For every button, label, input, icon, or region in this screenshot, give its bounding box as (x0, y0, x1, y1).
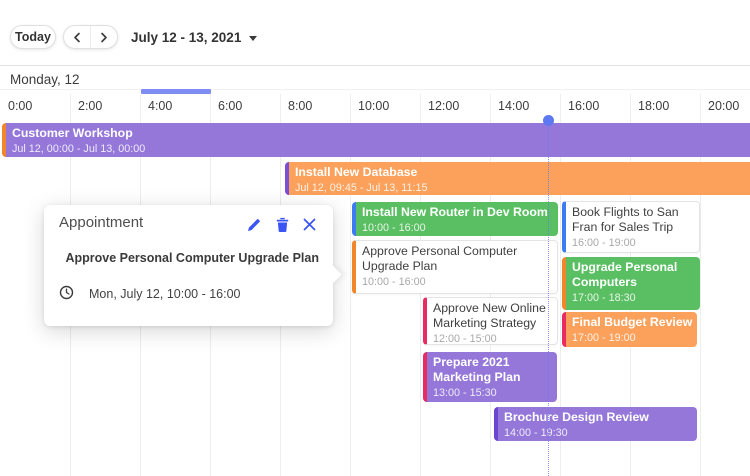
current-time-marker (543, 115, 554, 126)
time-axis: 0:00 2:00 4:00 6:00 8:00 10:00 12:00 14:00 16:00… (0, 89, 750, 121)
event-brochure-design-review[interactable]: Brochure Design Review 14:00 - 19:30 (494, 407, 697, 441)
event-time: 17:00 - 18:30 (572, 292, 636, 304)
event-install-new-database[interactable]: Install New Database Jul 12, 09:45 - Jul … (285, 162, 750, 195)
event-title: Install New Database (295, 165, 418, 179)
current-time-line (548, 120, 549, 476)
axis-separator (140, 94, 141, 120)
event-approve-new-online-marketing-strategy[interactable]: Approve New Online Marketing Strategy 12:… (423, 297, 558, 345)
next-button[interactable] (91, 26, 117, 48)
time-label: 6:00 (218, 99, 243, 113)
event-final-budget-review[interactable]: Final Budget Review 17:00 - 19:00 (562, 312, 697, 347)
event-time: 17:00 - 19:00 (572, 332, 636, 344)
nav-divider (90, 26, 91, 48)
event-title: Install New Router in Dev Room (362, 205, 548, 219)
caret-down-icon (249, 35, 258, 41)
schedule-grid[interactable]: Customer Workshop Jul 12, 00:00 - Jul 13,… (0, 120, 750, 476)
event-time: 16:00 - 19:00 (572, 237, 636, 249)
time-label: 18:00 (638, 99, 670, 113)
clock-icon (59, 285, 74, 300)
time-label: 12:00 (428, 99, 460, 113)
event-title: Approve Personal Computer Upgrade Plan (362, 244, 518, 273)
axis-separator (210, 94, 211, 120)
prev-button[interactable] (64, 26, 90, 48)
time-label: 14:00 (498, 99, 530, 113)
event-title: Approve New Online Marketing Strategy (433, 301, 546, 330)
axis-separator (280, 94, 281, 120)
gridline (350, 120, 351, 476)
today-button[interactable]: Today (10, 25, 56, 49)
popup-subject: Approve Personal Computer Upgrade Plan (65, 251, 319, 265)
gridline (560, 120, 561, 476)
delete-button[interactable] (274, 216, 291, 233)
event-install-new-router-in-dev-room[interactable]: Install New Router in Dev Room 10:00 - 16… (352, 202, 558, 236)
event-title: Final Budget Review (572, 315, 693, 329)
axis-separator (560, 94, 561, 120)
time-label: 2:00 (78, 99, 103, 113)
today-button-label: Today (15, 30, 51, 44)
event-customer-workshop[interactable]: Customer Workshop Jul 12, 00:00 - Jul 13,… (2, 123, 750, 157)
date-range-label: July 12 - 13, 2021 (131, 29, 242, 45)
time-label: 16:00 (568, 99, 600, 113)
popup-title: Appointment (59, 214, 144, 231)
date-range-button[interactable]: July 12 - 13, 2021 (131, 27, 258, 47)
event-title: Prepare 2021 Marketing Plan (433, 355, 521, 384)
trash-icon (275, 217, 290, 233)
toolbar: Today July 12 - 13, 2021 (0, 0, 750, 66)
edit-button[interactable] (245, 216, 262, 233)
event-title: Upgrade Personal Computers (572, 260, 678, 289)
time-label: 20:00 (708, 99, 740, 113)
axis-separator (490, 94, 491, 120)
gridline (420, 120, 421, 476)
event-time: 13:00 - 15:30 (433, 387, 497, 399)
event-title: Customer Workshop (12, 126, 133, 140)
time-label: 4:00 (148, 99, 173, 113)
time-label: 0:00 (8, 99, 33, 113)
event-title: Brochure Design Review (504, 410, 649, 424)
event-book-flights-to-san-fran-for-sales-trip[interactable]: Book Flights to San Fran for Sales Trip 1… (562, 201, 700, 253)
chevron-left-icon (72, 32, 83, 43)
axis-separator (70, 94, 71, 120)
event-time: 10:00 - 16:00 (362, 276, 426, 288)
popup-datetime: Mon, July 12, 10:00 - 16:00 (89, 287, 241, 301)
event-approve-personal-computer-upgrade-plan[interactable]: Approve Personal Computer Upgrade Plan 10… (352, 240, 558, 294)
axis-separator (630, 94, 631, 120)
close-button[interactable] (301, 216, 318, 233)
axis-separator (700, 94, 701, 120)
event-time: 14:00 - 19:30 (504, 427, 568, 439)
pencil-icon (246, 217, 262, 233)
gridline (700, 120, 701, 476)
time-label: 8:00 (288, 99, 313, 113)
axis-separator (350, 94, 351, 120)
event-time: 10:00 - 16:00 (362, 222, 426, 234)
event-time: 12:00 - 15:00 (433, 333, 497, 345)
day-header-row: Monday, 12 (0, 66, 750, 90)
time-label: 10:00 (358, 99, 390, 113)
event-time: Jul 12, 00:00 - Jul 13, 00:00 (12, 143, 146, 155)
nav-button-group (63, 25, 118, 49)
day-header[interactable]: Monday, 12 (10, 72, 80, 87)
axis-separator (420, 94, 421, 120)
selected-timeslot-indicator (141, 89, 211, 94)
event-prepare-2021-marketing-plan[interactable]: Prepare 2021 Marketing Plan 13:00 - 15:30 (423, 352, 557, 402)
event-upgrade-personal-computers[interactable]: Upgrade Personal Computers 17:00 - 18:30 (562, 257, 700, 310)
event-title: Book Flights to San Fran for Sales Trip (572, 205, 679, 234)
close-icon (302, 217, 317, 232)
event-time: Jul 12, 09:45 - Jul 13, 11:15 (295, 182, 428, 194)
chevron-right-icon (98, 32, 109, 43)
appointment-popup: Appointment Approve Personal Computer Up… (44, 205, 333, 326)
